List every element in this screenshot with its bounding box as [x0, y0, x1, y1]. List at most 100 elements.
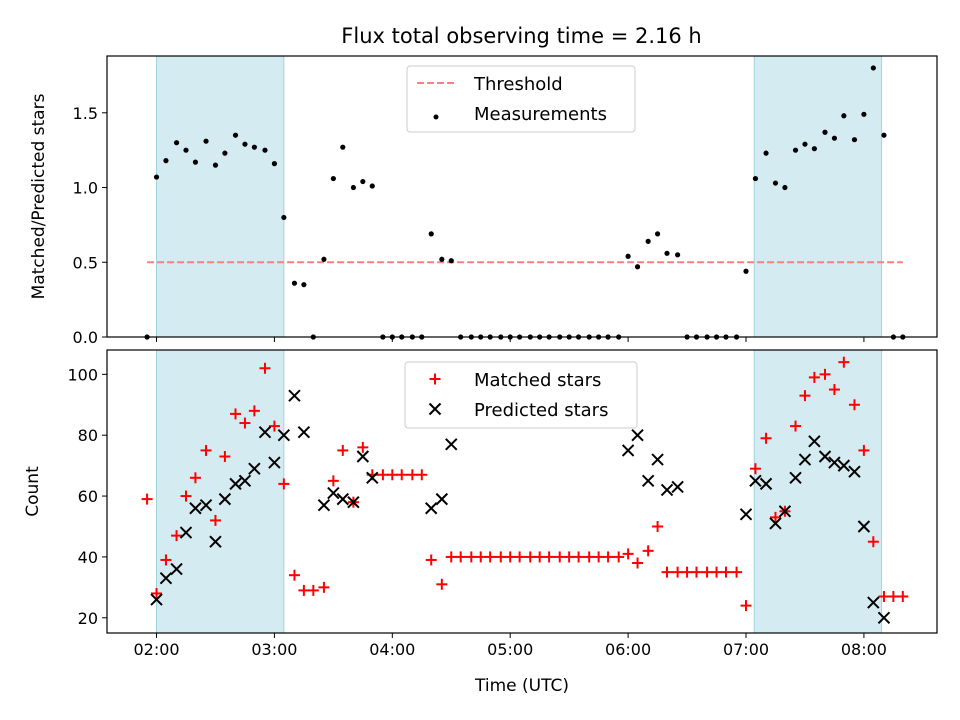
predicted-star-point-b	[641, 474, 655, 488]
legend-measurements-swatch	[433, 114, 439, 120]
predicted-star-point	[209, 535, 222, 548]
predicted-star-point-b	[837, 459, 851, 472]
predicted-star-point-b	[651, 453, 664, 466]
matched-star-point	[790, 420, 802, 432]
measurement-point	[281, 214, 287, 221]
matched-star-point	[838, 356, 850, 368]
matched-star-point	[445, 551, 457, 563]
matched-star-point	[189, 472, 201, 484]
measurement-point	[763, 150, 769, 156]
matched-star-point	[377, 469, 389, 481]
predicted-star-point-b	[170, 562, 183, 576]
predicted-star-point-b	[445, 438, 458, 451]
measurement-point	[330, 175, 336, 182]
predicted-star-point-b	[631, 428, 644, 442]
legend-matched-swatch	[429, 373, 441, 385]
measurement-point	[173, 140, 180, 146]
predicted-star-point	[229, 477, 242, 491]
measurement-point	[212, 162, 219, 168]
matched-star-point	[484, 551, 496, 563]
matched-star-point	[288, 569, 300, 581]
matched-star-point	[632, 557, 644, 569]
predicted-star-point	[317, 498, 331, 512]
predicted-star-point	[778, 505, 792, 518]
x-tick-label: 08:00	[841, 640, 887, 659]
ratio-legend: Threshold Measurements	[406, 65, 636, 133]
predicted-star-point	[288, 389, 301, 402]
matched-star-point	[239, 417, 251, 429]
matched-star-point	[681, 566, 693, 578]
legend-matched-marker	[429, 373, 441, 385]
predicted-star-point	[425, 502, 438, 515]
predicted-star-point	[798, 453, 812, 466]
predicted-star-point-b	[818, 450, 832, 463]
matched-star-point	[248, 405, 260, 417]
measurement-point	[262, 147, 268, 153]
matched-star-point	[425, 554, 437, 566]
x-tick-label: 06:00	[605, 640, 651, 659]
matched-star-point	[504, 551, 516, 563]
predicted-star-point	[150, 593, 163, 606]
legend-predicted-marker-b	[428, 402, 442, 416]
measurement-point	[350, 184, 357, 191]
predicted-star-point-b	[739, 508, 753, 521]
matched-star-point	[524, 551, 536, 563]
count-shaded-interval	[754, 350, 882, 633]
matched-star-point	[219, 451, 231, 463]
measurement-point	[634, 264, 641, 270]
matched-star-point	[690, 566, 702, 578]
predicted-star-point-b	[671, 480, 684, 494]
measurement-point	[811, 146, 817, 152]
predicted-star-point-b	[366, 471, 379, 485]
measurement-point	[831, 135, 838, 141]
measurement-point	[428, 231, 434, 237]
predicted-star-point	[857, 520, 871, 533]
matched-star-point	[141, 493, 153, 505]
count-y-tick-label: 20	[78, 609, 98, 628]
matched-star-point	[720, 566, 732, 578]
matched-star-point	[602, 551, 614, 563]
matched-star-point	[160, 554, 172, 566]
ratio-legend-box	[406, 65, 636, 133]
matched-star-point	[298, 584, 310, 596]
predicted-star-point-b	[857, 520, 871, 533]
matched-star-point	[318, 581, 330, 593]
matched-stars-points	[141, 356, 909, 612]
measurement-point	[752, 175, 759, 182]
predicted-star-point	[258, 425, 272, 439]
matched-star-point	[887, 590, 899, 602]
ratio-x-ticks	[156, 337, 865, 342]
count-y-axis-label: Count	[23, 466, 43, 517]
predicted-star-point	[769, 517, 782, 530]
measurement-point	[861, 111, 867, 117]
count-y-tick-label: 40	[78, 548, 98, 567]
legend-matched-label: Matched stars	[474, 370, 601, 391]
matched-star-point	[455, 551, 467, 563]
predicted-star-point	[189, 502, 202, 515]
predicted-star-point	[170, 562, 183, 576]
count-y-tick-label: 80	[78, 426, 98, 445]
measurement-point	[222, 150, 228, 156]
predicted-star-point-b	[336, 492, 350, 506]
ratio-y-tick-label: 1.5	[73, 104, 98, 123]
predicted-star-point-b	[317, 498, 331, 512]
predicted-star-point	[621, 444, 635, 457]
predicted-star-point	[159, 572, 173, 585]
ratio-y-tick-label: 0.0	[73, 328, 98, 347]
predicted-star-point-b	[356, 450, 370, 463]
measurement-point	[301, 282, 307, 288]
predicted-star-point	[435, 492, 449, 506]
matched-star-point	[593, 551, 605, 563]
predicted-star-point	[297, 425, 311, 439]
count-shaded-intervals	[156, 350, 883, 633]
predicted-star-point	[739, 508, 753, 521]
matched-star-point	[672, 566, 684, 578]
matched-star-point	[897, 590, 909, 602]
predicted-star-point	[199, 498, 213, 512]
predicted-star-point	[818, 450, 832, 463]
predicted-star-point-b	[347, 495, 360, 509]
predicted-star-point-b	[327, 486, 340, 500]
legend-predicted-marker	[428, 402, 442, 416]
predicted-star-point-b	[778, 505, 792, 518]
measurement-point	[448, 258, 454, 264]
